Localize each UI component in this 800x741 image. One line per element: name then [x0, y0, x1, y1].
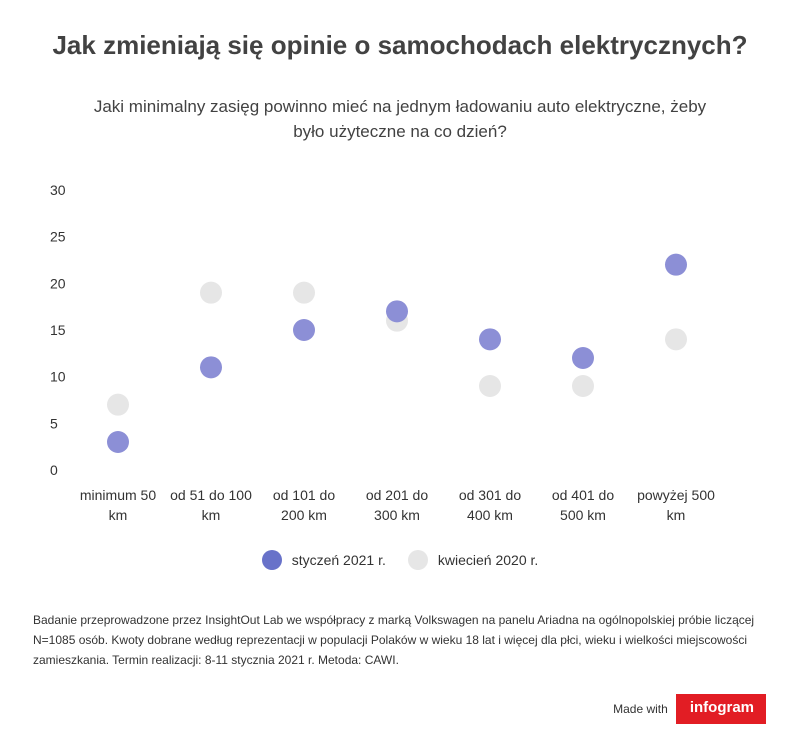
y-tick-label: 0 [50, 462, 58, 478]
x-category-label-line: od 401 do [552, 487, 614, 503]
x-category-label: od 101 do 200 km [273, 487, 335, 523]
x-category-label: minimum 50 km [80, 487, 156, 523]
x-category-label-line: od 101 do [273, 487, 335, 503]
x-category-label-line: 300 km [374, 507, 420, 523]
legend-label-styczen: styczeń 2021 r. [291, 552, 386, 568]
y-tick-label: 10 [50, 369, 66, 385]
x-category-label: od 51 do 100 km [170, 487, 252, 523]
legend-item-styczen[interactable]: styczeń 2021 r. [261, 550, 386, 570]
y-tick-label: 20 [50, 275, 66, 291]
point-kwiecien-2020[interactable] [572, 375, 594, 397]
x-category-label: od 201 do 300 km [366, 487, 428, 523]
x-category-label-line: km [202, 507, 221, 523]
legend: styczeń 2021 r. kwiecień 2020 r. [0, 550, 800, 570]
point-kwiecien-2020[interactable] [200, 281, 222, 304]
chart-title: Jak zmieniają się opinie o samochodach e… [52, 30, 748, 60]
point-kwiecien-2020[interactable] [479, 375, 501, 397]
x-category-label-line: km [109, 507, 128, 523]
point-styczen-2021[interactable] [107, 431, 129, 453]
y-tick-label: 15 [50, 322, 66, 338]
legend-label-kwiecien: kwiecień 2020 r. [437, 552, 539, 568]
x-category-label: od 301 do 400 km [459, 487, 521, 523]
y-tick-label: 30 [50, 182, 66, 198]
x-category-label-line: minimum 50 [80, 487, 156, 503]
y-tick-label: 5 [50, 415, 58, 431]
y-tick-label: 25 [50, 229, 66, 245]
x-category-label-line: od 201 do [366, 487, 428, 503]
footnote: Badanie przeprowadzone przez InsightOut … [33, 613, 755, 667]
point-kwiecien-2020[interactable] [293, 281, 315, 304]
footer: Made with infogram [613, 692, 766, 726]
point-styczen-2021[interactable] [572, 347, 594, 369]
legend-marker-kwiecien [407, 550, 428, 570]
x-category-label-line: powyżej 500 [637, 487, 715, 503]
x-category-label-line: km [667, 507, 686, 523]
x-category-label-line: 400 km [467, 507, 513, 523]
point-styczen-2021[interactable] [665, 253, 687, 276]
chart-subtitle: Jaki minimalny zasięg powinno mieć na je… [93, 97, 707, 141]
x-category-label-line: 200 km [281, 507, 327, 523]
point-styczen-2021[interactable] [293, 319, 315, 341]
legend-item-kwiecien[interactable]: kwiecień 2020 r. [407, 550, 539, 570]
point-styczen-2021[interactable] [386, 300, 408, 323]
point-kwiecien-2020[interactable] [665, 328, 687, 351]
x-category-label: od 401 do 500 km [552, 487, 614, 523]
x-category-label: powyżej 500 km [637, 487, 715, 523]
x-category-label-line: od 301 do [459, 487, 521, 503]
legend-marker-styczen [261, 550, 282, 570]
made-with-label: Made with [613, 702, 668, 716]
x-category-label-line: 500 km [560, 507, 606, 523]
point-styczen-2021[interactable] [479, 328, 501, 351]
infogram-logo[interactable]: infogram [675, 694, 766, 724]
point-styczen-2021[interactable] [200, 356, 222, 379]
x-category-label-line: od 51 do 100 [170, 487, 252, 503]
point-kwiecien-2020[interactable] [107, 393, 129, 416]
